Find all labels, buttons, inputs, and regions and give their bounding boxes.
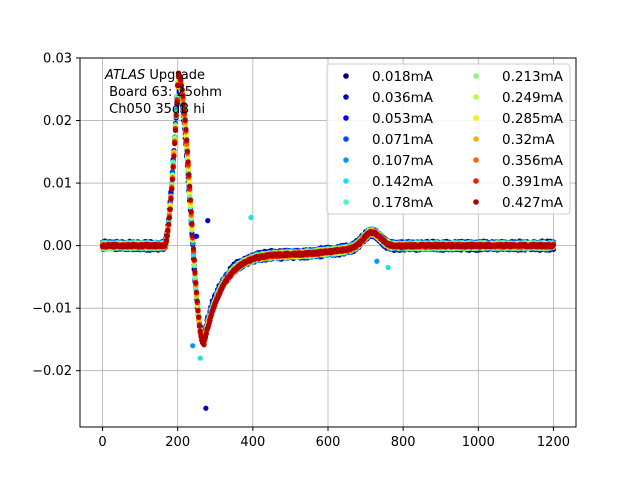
data-points — [99, 70, 557, 411]
data-point — [170, 159, 176, 165]
